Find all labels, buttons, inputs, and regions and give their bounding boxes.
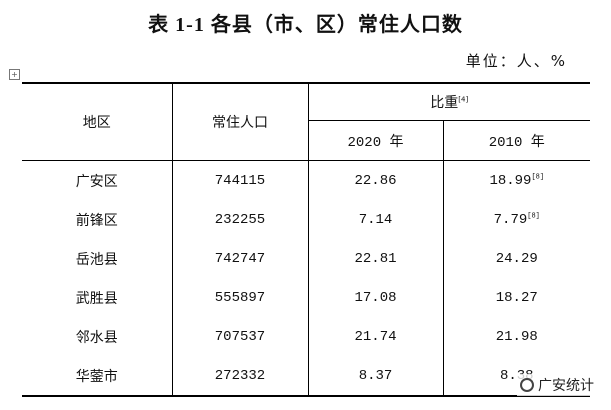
header-cell: 比重[4] <box>307 83 591 121</box>
share-2010-cell: 18.27 <box>442 278 591 317</box>
region-cell: 前锋区 <box>75 212 118 229</box>
share-2020-cell: 8.37 <box>307 356 443 396</box>
header-cell: 地区 <box>22 83 172 161</box>
population-cell: 555897 <box>171 278 308 317</box>
region-cell: 广安区 <box>75 173 118 190</box>
population-cell: 707537 <box>171 317 308 356</box>
share-2010-cell: 21.98 <box>442 317 591 356</box>
region-cell: 华蓥市 <box>75 368 118 385</box>
watermark-icon <box>520 378 534 392</box>
region-cell: 武胜县 <box>75 290 118 307</box>
footnote-ref: [8] <box>531 172 545 181</box>
share-2020-cell: 22.86 <box>307 160 443 200</box>
share-2010-text: 18.27 <box>495 289 538 306</box>
region-cell: 邻水县 <box>75 329 118 346</box>
share-2020-cell: 17.08 <box>307 278 443 317</box>
share-2010-text: 18.99 <box>489 172 532 189</box>
region-cell: 岳池县 <box>75 251 118 268</box>
unit: 单位：人、% <box>465 52 567 70</box>
table-move-handle[interactable]: + <box>9 69 20 80</box>
footnote-ref: [4] <box>458 95 469 104</box>
share-2010-text: 7.79 <box>493 211 528 228</box>
population-cell: 232255 <box>171 200 308 239</box>
table-row: 邻水县 707537 21.74 21.98 <box>22 317 591 356</box>
table-row: 岳池县 742747 22.81 24.29 <box>22 239 591 278</box>
share-2020-cell: 22.81 <box>307 239 443 278</box>
share-2010-cell: 24.29 <box>442 239 591 278</box>
watermark-text: 广安统计 <box>538 378 594 394</box>
table-row: 武胜县 555897 17.08 18.27 <box>22 278 591 317</box>
watermark: 广安统计 <box>517 374 597 396</box>
table-row: 前锋区 232255 7.14 7.79[8] <box>22 200 591 239</box>
share-2020-cell: 21.74 <box>307 317 443 356</box>
footnote-ref: [8] <box>527 211 540 220</box>
share-2010-cell: 7.79[8] <box>442 200 591 239</box>
share-2010-text: 21.98 <box>495 328 538 345</box>
header-cell: 2010 年 <box>442 120 591 161</box>
population-cell: 744115 <box>171 160 308 200</box>
header-cell: 常住人口 <box>171 83 308 161</box>
title: 表 1-1 各县（市、区）常住人口数 <box>148 14 463 36</box>
share-2010-text: 24.29 <box>495 250 538 267</box>
share-2020-cell: 7.14 <box>307 200 443 239</box>
header-cell: 2020 年 <box>307 120 443 161</box>
population-cell: 742747 <box>171 239 308 278</box>
table: 地区 常住人口 比重[4] 2020 年 2010 年 广安区 744115 22.… <box>22 82 591 397</box>
table-row: 广安区 744115 22.86 18.99[8] <box>22 160 591 200</box>
population-cell: 272332 <box>171 356 308 396</box>
header-text: 比重 <box>430 95 459 111</box>
share-2010-cell: 18.99[8] <box>442 160 591 200</box>
